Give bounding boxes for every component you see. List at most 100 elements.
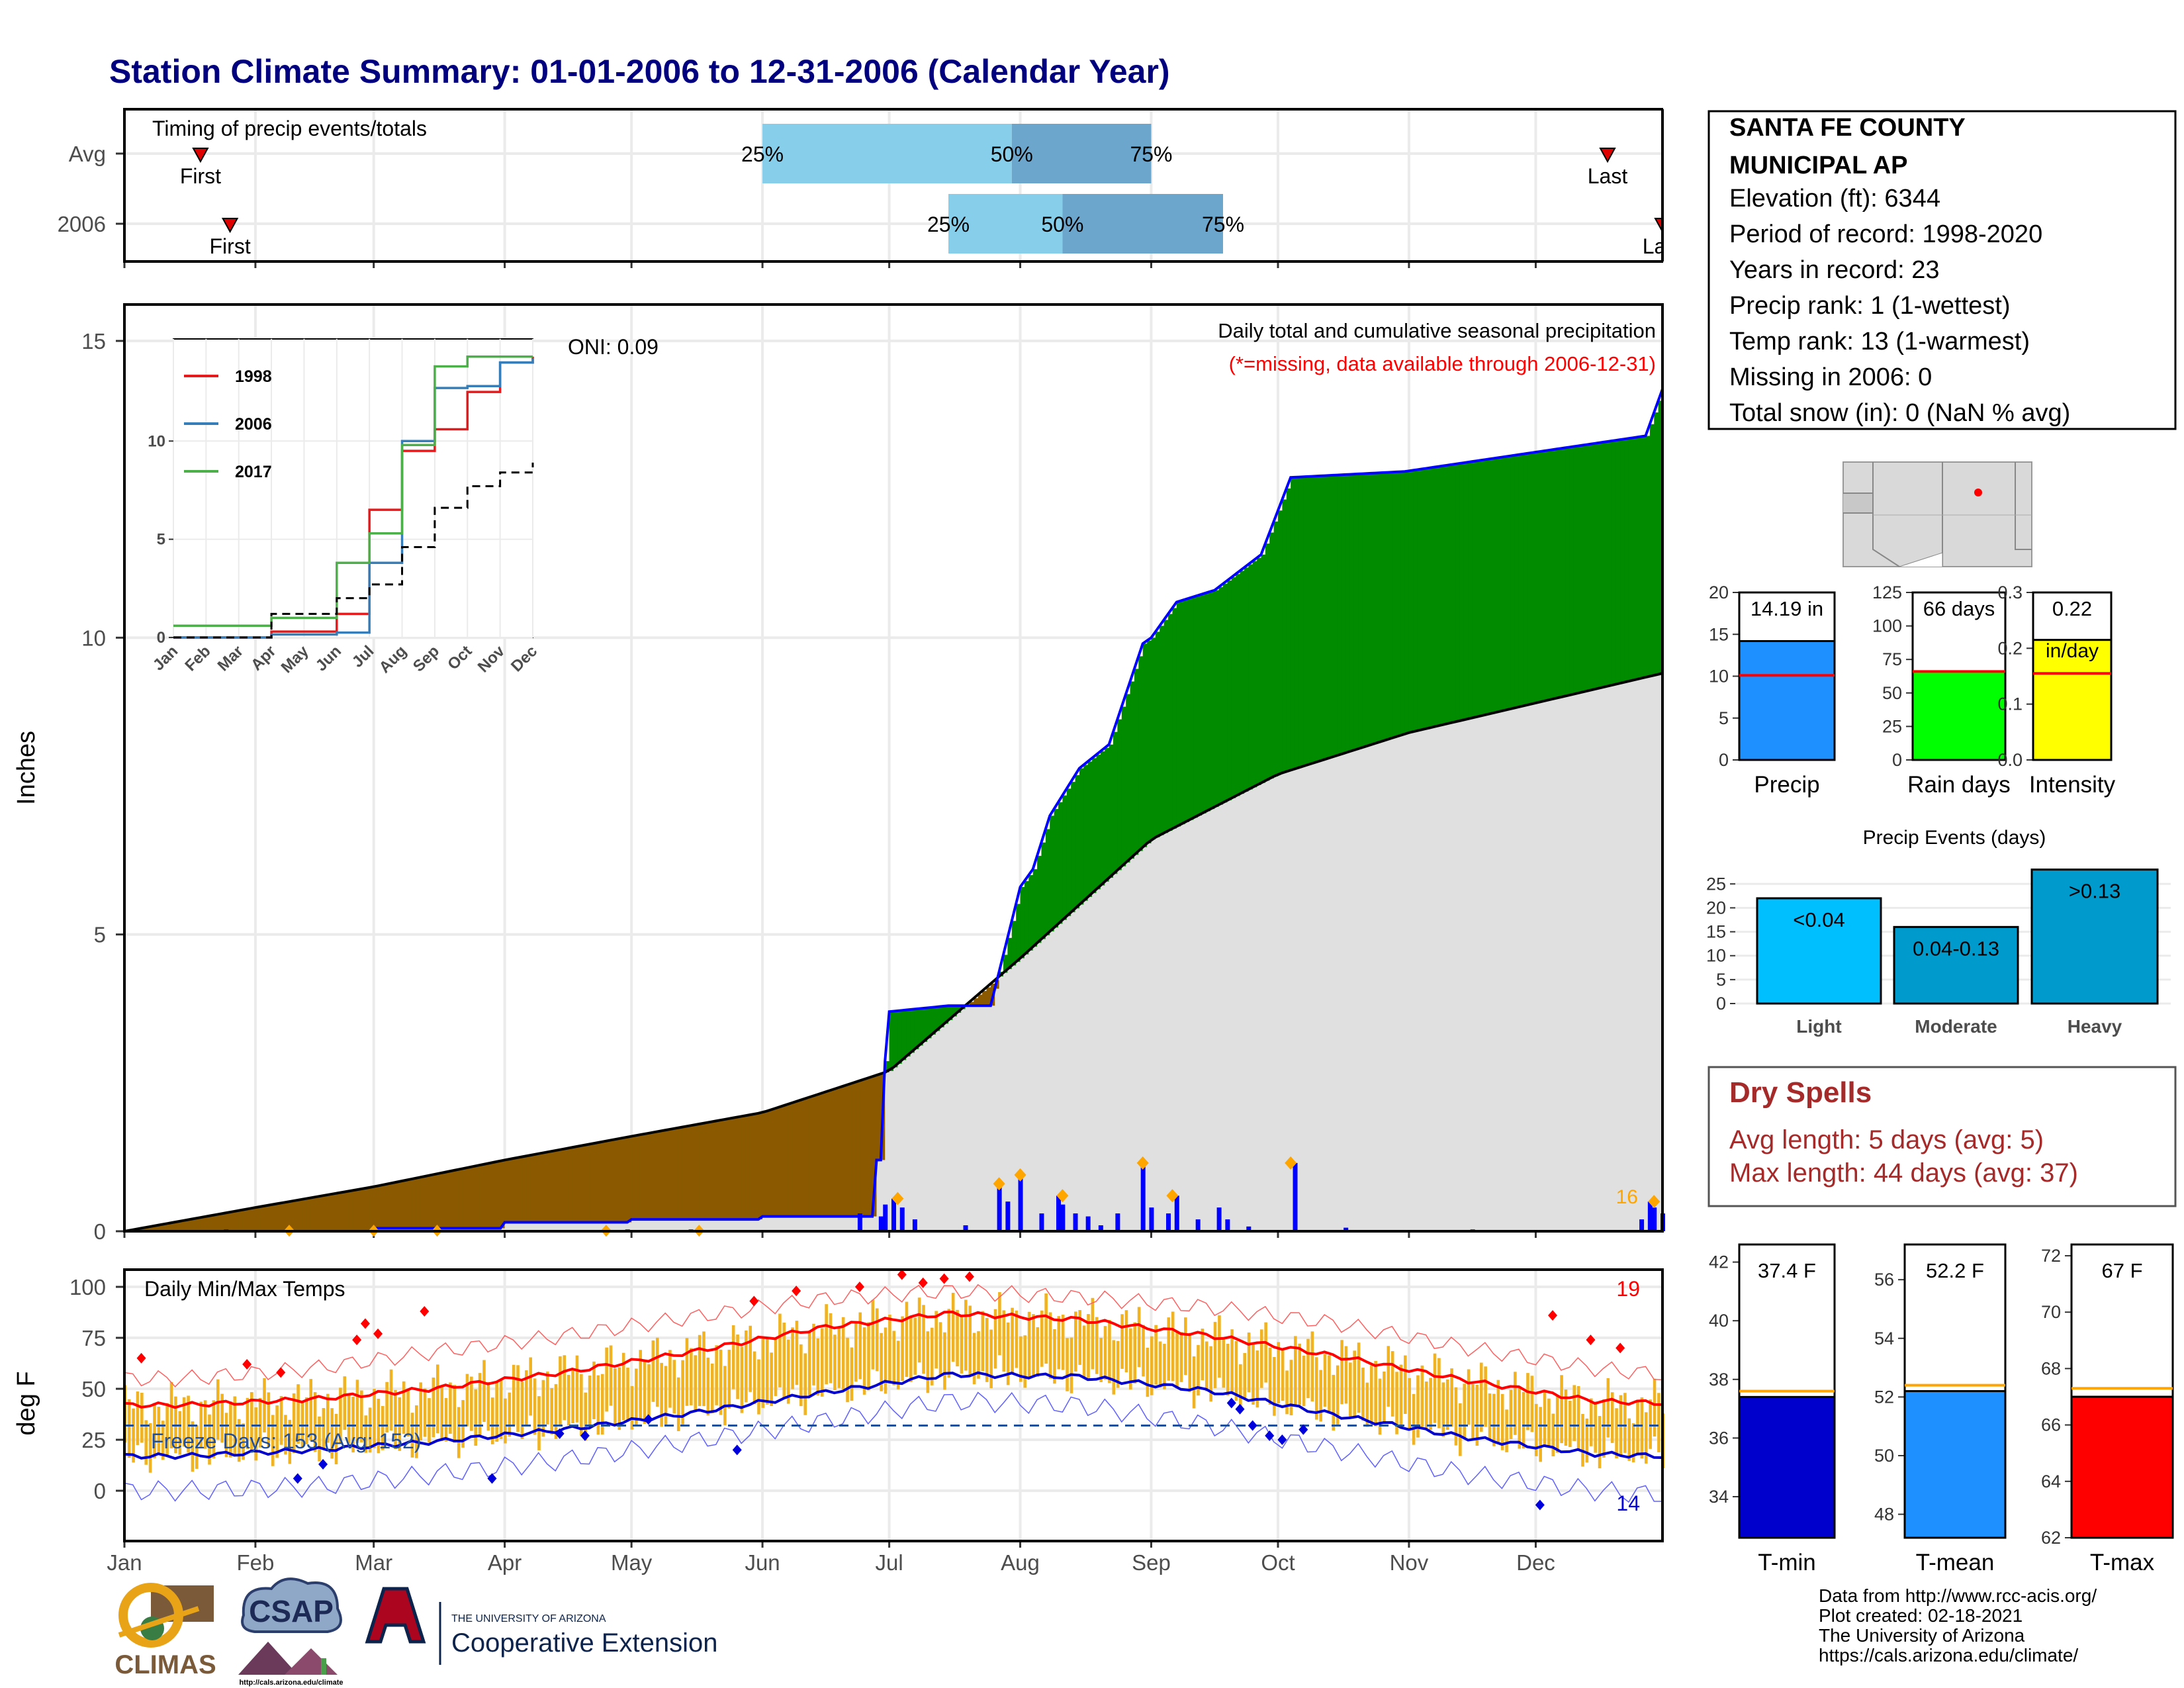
y-tick-label: 10 [81,626,106,650]
avg-area [1518,706,1524,1231]
above-avg-area [1214,590,1220,807]
daily-temp-range [1099,1337,1103,1382]
daily-peak-marker [891,1192,904,1205]
above-avg-area [1447,465,1452,724]
avg-area [974,1006,979,1231]
y-tick-label: 34 [1709,1487,1729,1507]
credit-line: https://cals.arizona.edu/climate/ [1819,1645,2078,1665]
summary-bar [1903,1390,2007,1539]
daily-temp-range [1361,1368,1365,1421]
daily-temp-range [723,1366,727,1426]
daily-temp-range [1179,1332,1183,1382]
daily-temp-range [1273,1356,1276,1416]
daily-temp-range [212,1400,216,1459]
avg-area [678,1219,683,1231]
map-bg [1843,461,2032,567]
above-avg-area [1007,937,1013,970]
above-avg-area [1071,782,1076,913]
timing-panel: Avg25%50%75%FirstLast200625%50%75%FirstL… [58,106,1796,268]
below-avg-area [263,1205,269,1231]
temps-title: Daily Min/Max Temps [144,1277,345,1301]
daily-temp-range [1424,1381,1428,1430]
daily-temp-range [410,1413,414,1458]
above-avg-area [1155,632,1161,837]
daily-temp-range [1589,1398,1593,1446]
below-avg-area [830,1090,835,1217]
daily-temp-range [419,1382,423,1441]
above-avg-area [893,1011,899,1068]
daily-temp-range [947,1309,951,1378]
daily-temp-range [1314,1357,1318,1420]
avg-area [1269,778,1275,1231]
daily-peak-marker [1056,1189,1069,1203]
daily-temp-range [1036,1327,1040,1377]
station-temp-rank: Temp rank: 13 (1-warmest) [1729,328,2030,355]
daily-temp-range [347,1395,351,1444]
avg-area [576,1222,582,1231]
daily-temp-range [993,1309,997,1369]
below-avg-area [598,1143,603,1223]
daily-temp-range [609,1345,613,1406]
avg-area [1295,769,1300,1231]
daily-temp-range [896,1340,900,1389]
daily-temp-range [153,1403,156,1458]
avg-area [699,1219,704,1231]
summary-value: 14.19 in [1751,597,1823,620]
below-avg-area [538,1153,543,1223]
daily-temp-range [199,1401,203,1448]
record-low-marker [732,1444,742,1456]
above-avg-area [1341,475,1346,755]
event-bar [1756,897,1882,1005]
below-avg-area [589,1144,594,1223]
daily-precip-bar [1293,1162,1298,1231]
below-avg-area [635,1135,641,1220]
climas-logo-swoosh [118,1606,200,1638]
daily-temp-range [867,1322,870,1391]
below-avg-area [323,1196,328,1231]
daily-temp-range [1285,1370,1289,1415]
y-tick-label: 10 [1709,667,1729,686]
avg-area [653,1219,658,1231]
avg-area [1553,698,1558,1231]
above-avg-area [1185,599,1190,822]
daily-precip-bar [1639,1219,1645,1231]
below-avg-area [382,1185,387,1229]
avg-area [1202,813,1207,1231]
daily-temp-range [1471,1383,1475,1438]
avg-area [1155,837,1161,1231]
avg-area [1307,765,1312,1231]
precip-summary-bars: 0 5 10 15 20 14.19 in Precip 0 25 50 75 100 125 66 da… [1709,583,2116,798]
daily-temp-range [1230,1329,1234,1395]
daily-precip-bar [899,1207,905,1231]
avg-area [1066,915,1071,1231]
below-avg-area [796,1101,801,1217]
below-avg-area [703,1123,708,1220]
avg-area [1477,716,1482,1231]
below-avg-area [357,1190,362,1231]
inset-avg-line [173,462,534,639]
above-avg-area [1590,444,1596,690]
below-avg-area [559,1149,565,1223]
record-low-marker [1265,1430,1275,1441]
avg-area [593,1222,598,1231]
daily-temp-range [681,1360,684,1425]
below-avg-area [775,1108,780,1217]
avg-area [720,1219,725,1231]
dry-spells-title: Dry Spells [1729,1076,1872,1109]
below-avg-area [737,1117,742,1220]
daily-temp-range [690,1348,693,1405]
above-avg-area [1316,476,1321,763]
daily-temp-range [888,1315,891,1383]
above-avg-area [1257,557,1262,786]
above-avg-area [1138,656,1144,851]
summary-bar [2070,1395,2174,1539]
daily-temp-range [1488,1393,1492,1440]
avg-area [1544,700,1549,1231]
below-avg-area [302,1199,307,1231]
avg-area [711,1219,717,1231]
avg-area [1193,818,1199,1231]
avg-area [733,1219,738,1231]
above-avg-area [1392,472,1397,738]
above-avg-area [1628,438,1634,682]
station-missing: Missing in 2006: 0 [1729,363,1932,391]
